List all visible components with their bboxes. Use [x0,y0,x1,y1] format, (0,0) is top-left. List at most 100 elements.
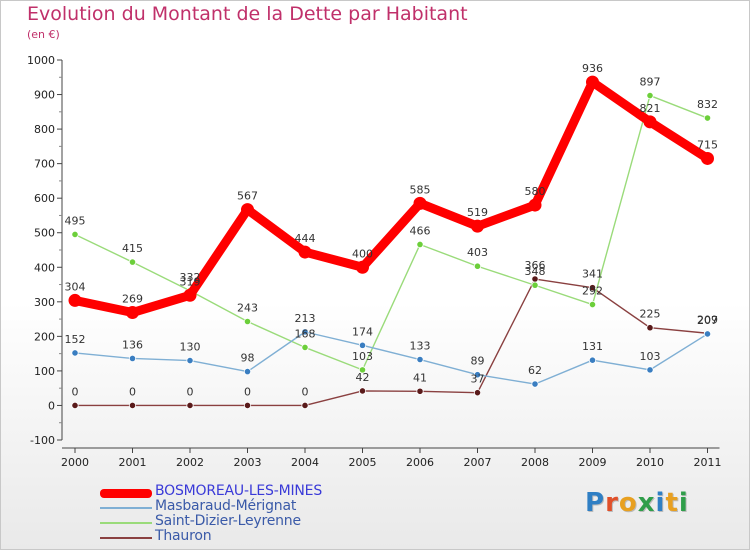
data-label: 0 [302,385,309,398]
data-label: 269 [122,293,143,306]
legend-label: Masbaraud-Mérignat [155,498,297,514]
data-point [358,366,367,374]
data-point [646,324,654,332]
data-point [128,258,137,266]
data-label: 0 [72,385,79,398]
series-line [74,331,709,385]
data-point [588,284,597,292]
data-point [531,281,539,289]
data-point [356,260,369,274]
data-label: 567 [237,190,258,203]
data-point [241,203,254,217]
data-point [703,114,712,122]
data-label: 444 [295,232,316,245]
data-point [298,245,312,259]
data-label: 209 [697,313,718,326]
data-point [358,387,367,395]
y-tick-label: 700 [34,158,55,171]
data-point [71,349,79,357]
data-label: 585 [410,183,431,196]
data-point [586,75,599,89]
data-label: 37 [471,373,485,386]
data-label: 42 [356,371,370,384]
data-point [701,151,714,165]
data-point [588,356,597,364]
data-point [301,343,309,352]
data-label: 131 [582,340,603,353]
data-label: 136 [122,338,143,351]
data-point [128,354,137,363]
data-label: 98 [241,352,255,365]
series-line [74,278,709,407]
x-tick-label: 2010 [636,456,664,469]
data-label: 41 [413,371,427,384]
data-label: 400 [352,247,373,260]
legend-item: Thauron [100,528,400,545]
legend-label: Saint-Dizier-Leyrenne [155,513,301,529]
y-tick-label: 500 [34,227,55,240]
data-point [68,293,82,307]
data-label: 495 [65,214,86,227]
data-label: 348 [525,265,546,278]
x-tick-label: 2005 [349,456,377,469]
legend-item: BOSMOREAU-LES-MINES [100,483,400,500]
data-label: 580 [525,185,546,198]
data-label: 243 [237,302,258,315]
legend-item: Saint-Dizier-Leyrenne [100,513,400,530]
data-label: 821 [640,102,661,115]
legend-label: Thauron [155,528,212,544]
data-point [413,196,427,210]
data-point [473,262,482,270]
data-label: 341 [582,268,603,281]
legend-item: Masbaraud-Mérignat [100,498,400,515]
data-label: 0 [187,385,194,398]
chart-axes: -100010020030040050060070080090010002000… [27,54,722,469]
data-point [416,387,424,395]
data-point [646,366,654,374]
data-label: 225 [640,308,661,321]
data-label: 130 [180,341,201,354]
data-label: 207 [697,314,718,327]
data-point [528,198,542,212]
data-point [71,401,79,410]
y-tick-label: 600 [34,192,55,205]
legend-label: BOSMOREAU-LES-MINES [155,483,323,499]
data-point [243,317,252,326]
data-point [71,230,79,239]
y-tick-label: 0 [48,399,55,412]
x-tick-label: 2008 [521,456,549,469]
y-tick-label: 800 [34,123,55,136]
x-tick-label: 2011 [694,456,722,469]
x-tick-label: 2000 [61,456,89,469]
x-tick-label: 2009 [579,456,607,469]
data-label: 466 [410,224,431,237]
data-point [531,380,539,388]
data-label: 152 [65,333,86,346]
y-tick-label: 1000 [27,54,55,67]
y-tick-label: 300 [34,296,55,309]
data-label: 319 [180,275,201,288]
legend-swatch [100,522,152,524]
data-point [301,401,309,410]
data-point [646,91,654,100]
chart-title: Evolution du Montant de la Dette par Hab… [27,3,468,25]
data-point [243,367,252,376]
data-point [588,300,597,309]
data-point [416,240,424,249]
data-label: 62 [528,364,542,377]
data-label: 897 [640,76,661,89]
data-label: 0 [244,385,251,398]
data-label: 832 [697,98,718,111]
data-label: 715 [697,138,718,151]
x-tick-label: 2006 [406,456,434,469]
data-point [473,389,482,397]
data-label: 168 [295,327,316,340]
data-point [471,219,484,233]
series-line [70,77,712,318]
y-tick-label: -100 [30,434,55,447]
x-tick-label: 2004 [291,456,319,469]
data-point [416,355,424,364]
data-label: 213 [295,312,316,325]
